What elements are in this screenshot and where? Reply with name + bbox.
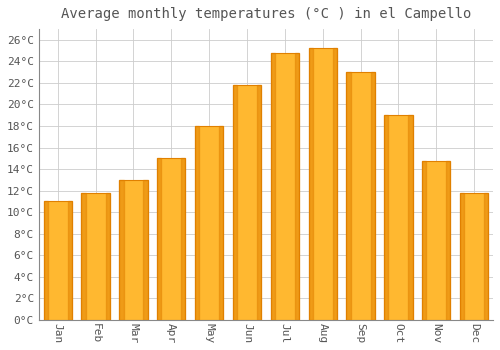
Bar [106,193,110,320]
Bar [82,193,110,320]
Bar [408,115,412,320]
Bar [157,159,162,320]
Bar [370,72,375,320]
Bar [308,48,313,320]
Bar [144,180,148,320]
Bar [157,159,186,320]
Bar [422,161,426,320]
Bar [484,193,488,320]
Bar [460,193,488,320]
Bar [219,126,224,320]
Bar [460,193,464,320]
Bar [68,202,72,320]
Bar [44,202,72,320]
Bar [332,48,337,320]
Bar [346,72,375,320]
Bar [257,85,261,320]
Bar [233,85,237,320]
Bar [346,72,350,320]
Bar [446,161,450,320]
Bar [195,126,199,320]
Title: Average monthly temperatures (°C ) in el Campello: Average monthly temperatures (°C ) in el… [60,7,471,21]
Bar [270,53,275,320]
Bar [308,48,337,320]
Bar [82,193,86,320]
Bar [44,202,48,320]
Bar [384,115,388,320]
Bar [233,85,261,320]
Bar [270,53,299,320]
Bar [384,115,412,320]
Bar [119,180,148,320]
Bar [119,180,124,320]
Bar [181,159,186,320]
Bar [195,126,224,320]
Bar [295,53,299,320]
Bar [422,161,450,320]
